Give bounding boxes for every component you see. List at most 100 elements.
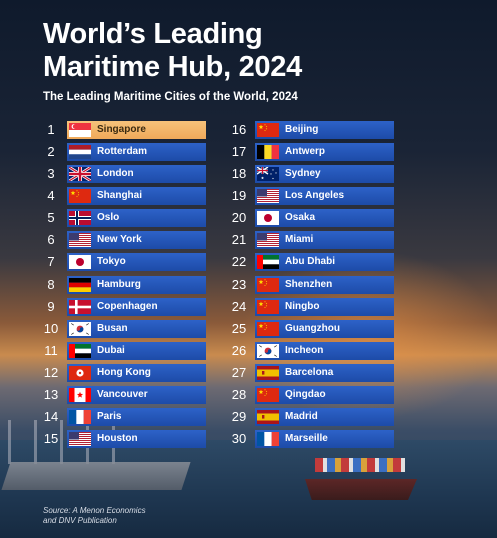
city-bar: Beijing	[255, 121, 394, 139]
table-row: 14 Paris	[36, 407, 206, 426]
rank-number: 11	[44, 342, 58, 358]
table-row: 10 Busan	[36, 319, 206, 338]
table-row: 23 Shenzhen	[224, 275, 394, 294]
flag-icon	[257, 211, 279, 226]
rank-number: 20	[231, 210, 247, 226]
table-row: 1 Singapore	[36, 121, 206, 139]
city-bar: Abu Dhabi	[255, 253, 394, 272]
flag-icon	[257, 255, 279, 270]
rank-number: 16	[231, 122, 247, 137]
table-row: 4 Shanghai	[36, 187, 206, 206]
flag-icon	[69, 343, 91, 358]
flag-icon	[257, 432, 279, 446]
flag-icon	[69, 145, 91, 160]
rank-number: 22	[231, 254, 247, 270]
table-row: 24 Ningbo	[224, 297, 394, 316]
table-row: 28 Qingdao	[224, 385, 394, 404]
city-name: Sydney	[285, 168, 321, 180]
rank-number: 15	[43, 431, 59, 446]
flag-icon	[69, 387, 91, 402]
city-name: Hamburg	[97, 278, 141, 290]
city-bar: Dubai	[67, 341, 206, 360]
rank-number: 8	[47, 276, 55, 292]
flag-icon	[257, 299, 279, 314]
city-bar: Copenhagen	[67, 297, 206, 316]
flag-icon	[257, 123, 279, 137]
flag-icon	[69, 321, 91, 336]
city-bar: Hong Kong	[67, 363, 206, 382]
table-row: 8 Hamburg	[36, 275, 206, 294]
rank-number: 3	[47, 166, 55, 182]
city-name: Paris	[97, 410, 122, 422]
rank-number: 13	[43, 386, 59, 402]
table-row: 6 New York	[36, 231, 206, 250]
city-bar: Incheon	[255, 341, 394, 360]
city-bar: Ningbo	[255, 297, 394, 316]
table-row: 3 London	[36, 165, 206, 184]
city-bar: Qingdao	[255, 385, 394, 404]
city-name: Beijing	[285, 124, 319, 135]
table-row: 9 Copenhagen	[36, 297, 206, 316]
flag-icon	[257, 409, 279, 424]
flag-icon	[257, 343, 279, 358]
city-bar: Vancouver	[67, 385, 206, 404]
flag-icon	[69, 211, 91, 226]
city-name: Rotterdam	[97, 146, 148, 158]
city-bar: Osaka	[255, 209, 394, 228]
rank-number: 2	[47, 144, 55, 160]
flag-icon	[257, 365, 279, 380]
table-row: 21 Miami	[224, 231, 394, 250]
rank-number: 28	[231, 386, 247, 402]
rank-number: 24	[231, 298, 247, 314]
source-line-2: and DNV Publication	[43, 516, 117, 525]
city-name: Marseille	[285, 433, 328, 444]
city-name: Copenhagen	[97, 300, 158, 312]
rank-number: 19	[231, 188, 247, 204]
city-bar: Antwerp	[255, 143, 394, 162]
city-name: Houston	[97, 433, 138, 444]
rank-number: 30	[231, 431, 247, 446]
city-name: Tokyo	[97, 256, 126, 268]
rank-number: 14	[43, 408, 59, 424]
flag-icon	[69, 432, 91, 446]
table-row: 29 Madrid	[224, 407, 394, 426]
city-bar: Houston	[67, 430, 206, 448]
city-name: Shanghai	[97, 190, 143, 202]
flag-icon	[257, 233, 279, 248]
flag-icon	[69, 123, 91, 137]
city-name: Osaka	[285, 212, 316, 224]
city-name: Singapore	[97, 124, 146, 135]
rank-number: 21	[231, 232, 247, 248]
title-line-2: Maritime Hub, 2024	[43, 51, 302, 83]
rank-number: 27	[231, 364, 247, 380]
flag-icon	[257, 167, 279, 182]
flag-icon	[257, 387, 279, 402]
rank-number: 25	[231, 320, 247, 336]
city-bar: Busan	[67, 319, 206, 338]
port-pier	[1, 462, 191, 490]
table-row: 11 Dubai	[36, 341, 206, 360]
flag-icon	[257, 321, 279, 336]
table-row: 12 Hong Kong	[36, 363, 206, 382]
city-name: Incheon	[285, 344, 324, 356]
city-bar: Hamburg	[67, 275, 206, 294]
city-bar: Sydney	[255, 165, 394, 184]
table-row: 25 Guangzhou	[224, 319, 394, 338]
table-row: 20 Osaka	[224, 209, 394, 228]
table-row: 2 Rotterdam	[36, 143, 206, 162]
city-name: Hong Kong	[97, 366, 151, 378]
rank-number: 23	[231, 276, 247, 292]
city-bar: Madrid	[255, 407, 394, 426]
city-name: Oslo	[97, 212, 120, 224]
rank-number: 6	[47, 232, 55, 248]
city-name: Barcelona	[285, 366, 334, 378]
flag-icon	[69, 189, 91, 204]
table-row: 27 Barcelona	[224, 363, 394, 382]
flag-icon	[257, 189, 279, 204]
city-name: Vancouver	[97, 388, 148, 400]
city-bar: Paris	[67, 407, 206, 426]
city-name: Abu Dhabi	[285, 256, 335, 268]
city-bar: Shanghai	[67, 187, 206, 206]
table-row: 19 Los Angeles	[224, 187, 394, 206]
rank-number: 29	[231, 408, 247, 424]
